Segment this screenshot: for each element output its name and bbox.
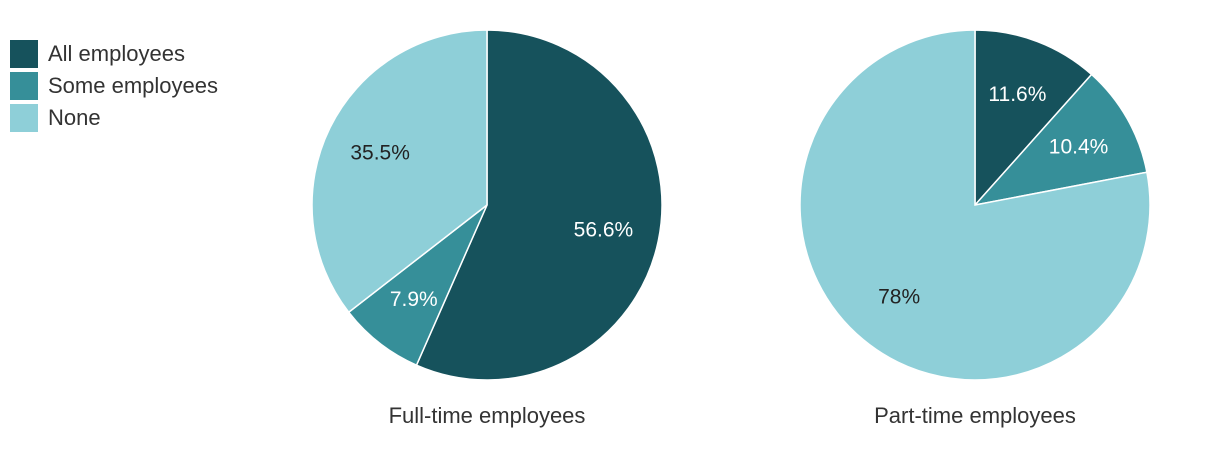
legend-swatch-all-employees: [10, 40, 38, 68]
caption-part-time: Part-time employees: [874, 403, 1076, 428]
label-part-time-some-employees: 10.4%: [1049, 135, 1109, 158]
label-full-time-all-employees: 56.6%: [574, 218, 634, 241]
slice-full-time-all-employees: [415, 29, 663, 381]
legend-item-some-employees: Some employees: [10, 70, 218, 102]
legend-label-none: None: [48, 105, 101, 130]
legend-item-all-employees: All employees: [10, 38, 218, 70]
slice-part-time-some-employees: [972, 73, 1148, 207]
legend: All employees Some employees None: [10, 38, 218, 134]
legend-swatch-some-employees: [10, 72, 38, 100]
pie-full-time: 56.6% 7.9% 35.5%: [311, 29, 663, 381]
legend-label-some-employees: Some employees: [48, 73, 218, 98]
label-full-time-none: 35.5%: [350, 142, 410, 165]
pie-part-time: 11.6% 10.4% 78%: [799, 29, 1151, 381]
slice-part-time-none: [799, 29, 1151, 381]
legend-label-all-employees: All employees: [48, 41, 185, 66]
slice-full-time-none: [311, 29, 488, 314]
legend-swatch-none: [10, 104, 38, 132]
label-part-time-none: 78%: [878, 286, 920, 309]
label-part-time-all-employees: 11.6%: [988, 83, 1046, 106]
legend-item-none: None: [10, 102, 218, 134]
label-full-time-some-employees: 7.9%: [390, 288, 438, 311]
caption-full-time: Full-time employees: [389, 403, 586, 428]
slice-part-time-all-employees: [974, 29, 1093, 207]
